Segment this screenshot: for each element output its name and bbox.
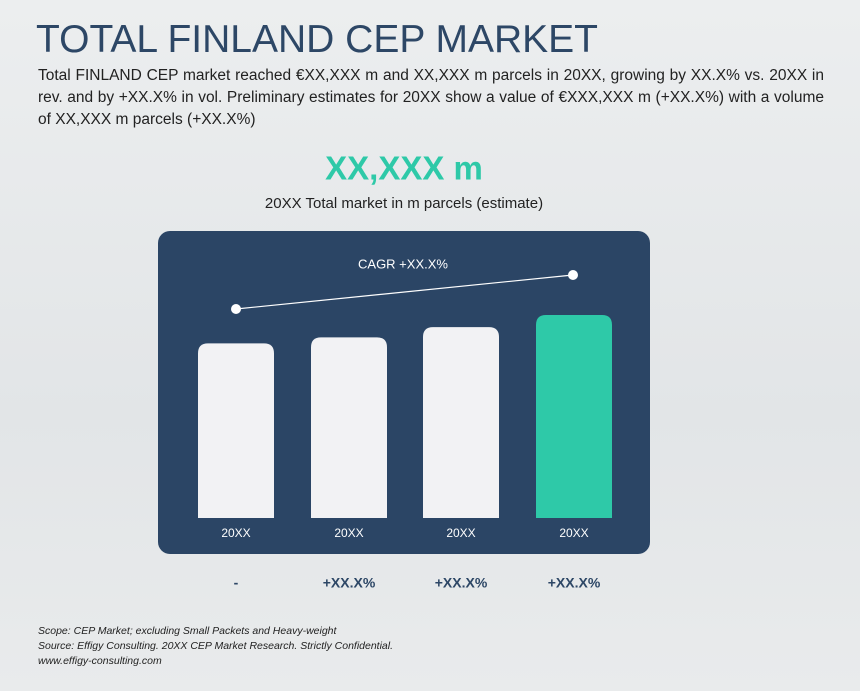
slide-title: TOTAL FINLAND CEP MARKET — [36, 18, 598, 61]
growth-label: +XX.X% — [435, 575, 488, 591]
x-tick-label: 20XX — [559, 526, 588, 540]
footnote: Source: Effigy Consulting. 20XX CEP Mark… — [38, 640, 394, 652]
cagr-dot — [231, 304, 241, 314]
cagr-label: CAGR +XX.X% — [358, 256, 448, 271]
x-tick-label: 20XX — [221, 526, 250, 540]
growth-label: - — [234, 575, 239, 591]
chart-panel — [158, 231, 650, 554]
footnote: www.effigy-consulting.com — [38, 655, 162, 667]
bar — [311, 337, 387, 518]
description: Total FINLAND CEP market reached €XX,XXX… — [38, 67, 824, 128]
x-tick-label: 20XX — [446, 526, 475, 540]
chart-title: XX,XXX m — [325, 150, 483, 187]
bar — [423, 327, 499, 518]
bar — [536, 315, 612, 518]
chart-subtitle: 20XX Total market in m parcels (estimate… — [265, 195, 543, 212]
footnote: Scope: CEP Market; excluding Small Packe… — [38, 625, 337, 637]
cagr-dot — [568, 270, 578, 280]
x-tick-label: 20XX — [334, 526, 363, 540]
bar — [198, 343, 274, 518]
footnotes: Scope: CEP Market; excluding Small Packe… — [38, 624, 393, 669]
growth-label: +XX.X% — [548, 575, 601, 591]
cagr-line — [235, 274, 574, 310]
growth-label: +XX.X% — [323, 575, 376, 591]
